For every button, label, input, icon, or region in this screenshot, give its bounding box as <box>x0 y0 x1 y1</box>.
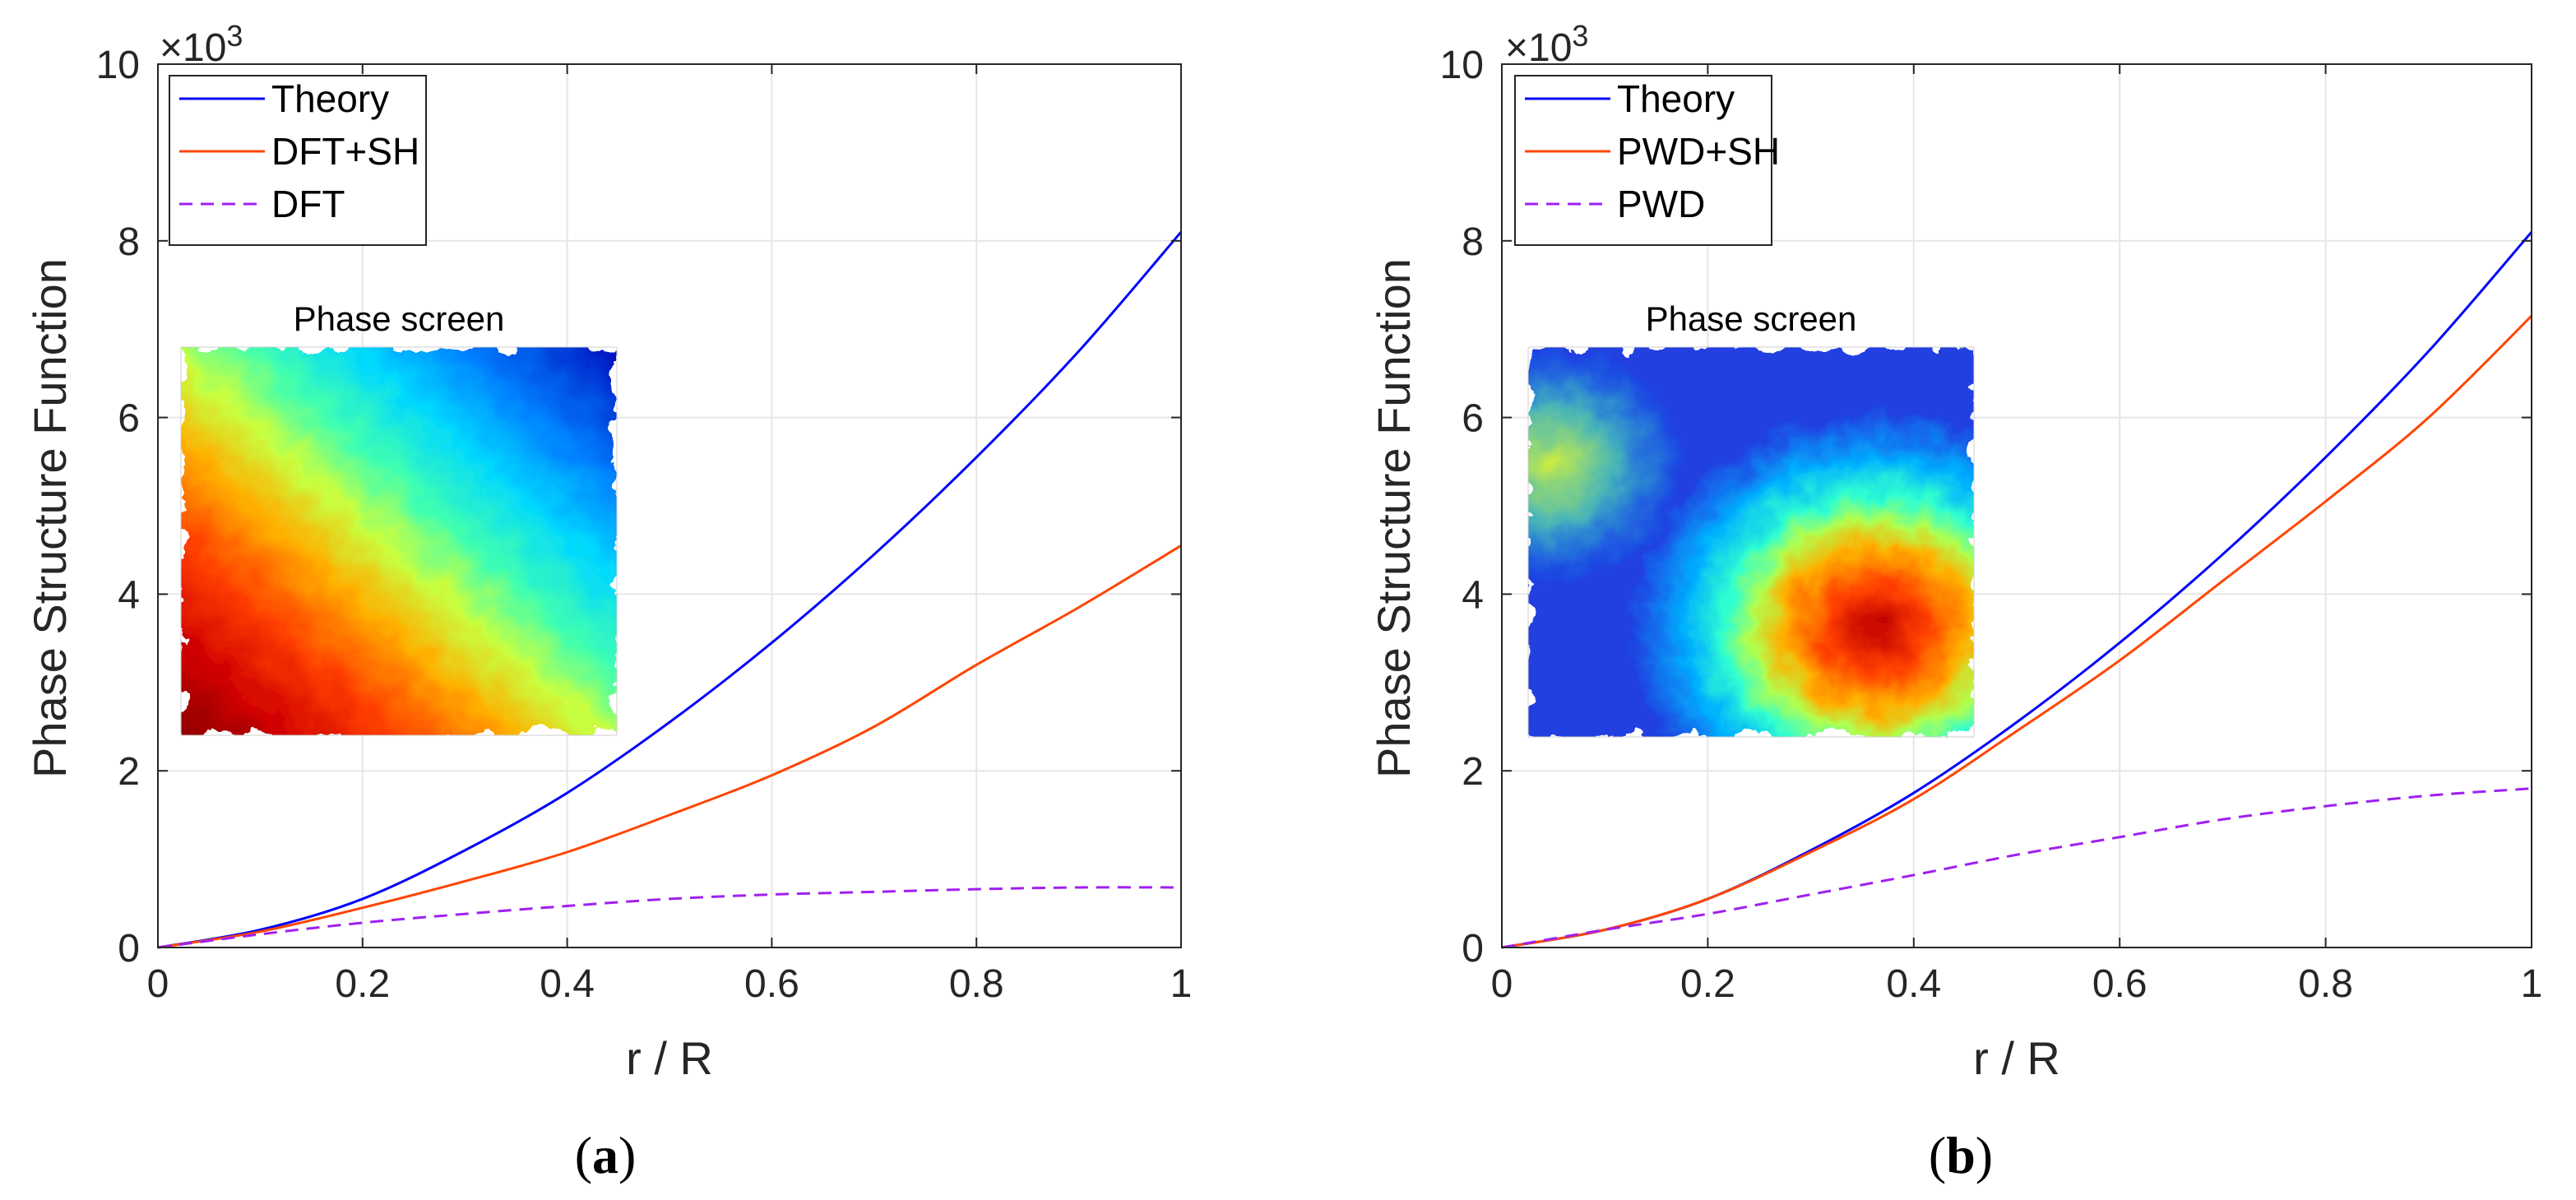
series-line-pwd-sh <box>1501 315 2533 949</box>
series-lines-b <box>1501 231 2533 949</box>
caption-a: (a) <box>575 1126 637 1184</box>
inset-title-a: Phase screen <box>294 299 505 338</box>
x-tick-label: 0.8 <box>2298 962 2353 1006</box>
series-line-pwd <box>1501 787 2532 949</box>
exponent-label-b: ×103 <box>1505 19 1588 70</box>
y-tick-label: 0 <box>1462 927 1484 971</box>
legend-label: PWD+SH <box>1617 130 1780 173</box>
axes-frame-b <box>1501 63 2532 948</box>
y-axis-label-a: Phase Structure Function <box>24 258 76 778</box>
x-tick-label: 1 <box>2521 962 2543 1006</box>
legend-b: Theory PWD+SH PWD <box>1514 75 1780 246</box>
x-tick-label: 0.2 <box>1680 962 1735 1006</box>
legend-label: PWD <box>1617 183 1705 225</box>
x-tick-label: 0.6 <box>744 962 799 1006</box>
y-tick-label: 10 <box>1440 44 1484 87</box>
x-tick-label: 0.2 <box>335 962 390 1006</box>
y-tick-label: 6 <box>1462 397 1484 441</box>
series-line-dft <box>157 886 1182 949</box>
series-line-theory <box>157 231 1183 949</box>
legend-a: Theory DFT+SH DFT <box>169 75 427 246</box>
exponent-label-a: ×103 <box>160 19 243 70</box>
legend-label: Theory <box>1617 77 1735 120</box>
y-tick-label: 8 <box>1462 220 1484 264</box>
y-tick-label: 0 <box>118 927 140 971</box>
phase-screen-inset-b: Phase screen <box>1527 299 1975 738</box>
x-tick-label: 0 <box>147 962 169 1006</box>
y-tick-label: 4 <box>118 573 140 617</box>
phase-screen-inset-a: Phase screen <box>180 299 618 736</box>
series-line-dft-sh <box>157 544 1182 949</box>
axes-frame-a <box>157 63 1182 948</box>
x-tick-label: 0.8 <box>949 962 1004 1006</box>
series-lines-a <box>157 231 1183 949</box>
x-tick-label: 0.4 <box>1886 962 1941 1006</box>
y-tick-label: 10 <box>96 44 140 87</box>
legend-label: DFT <box>271 183 345 225</box>
x-tick-label: 0 <box>1491 962 1513 1006</box>
x-axis-label-b: r / R <box>1973 1032 2060 1084</box>
legend-box <box>1514 75 1772 246</box>
caption-b: (b) <box>1929 1126 1993 1184</box>
y-tick-label: 6 <box>118 397 140 441</box>
y-tick-label: 2 <box>1462 750 1484 794</box>
y-tick-label: 4 <box>1462 573 1484 617</box>
x-tick-label: 1 <box>1170 962 1193 1006</box>
y-axis-label-b: Phase Structure Function <box>1368 258 1420 778</box>
x-tick-label: 0.6 <box>2092 962 2147 1006</box>
x-axis-label-a: r / R <box>626 1032 713 1084</box>
y-tick-label: 8 <box>118 220 140 264</box>
legend-box <box>169 75 427 246</box>
legend-label: Theory <box>271 77 389 120</box>
legend-label: DFT+SH <box>271 130 419 173</box>
x-tick-label: 0.4 <box>540 962 595 1006</box>
inset-title-b: Phase screen <box>1646 299 1857 338</box>
y-tick-label: 2 <box>118 750 140 794</box>
